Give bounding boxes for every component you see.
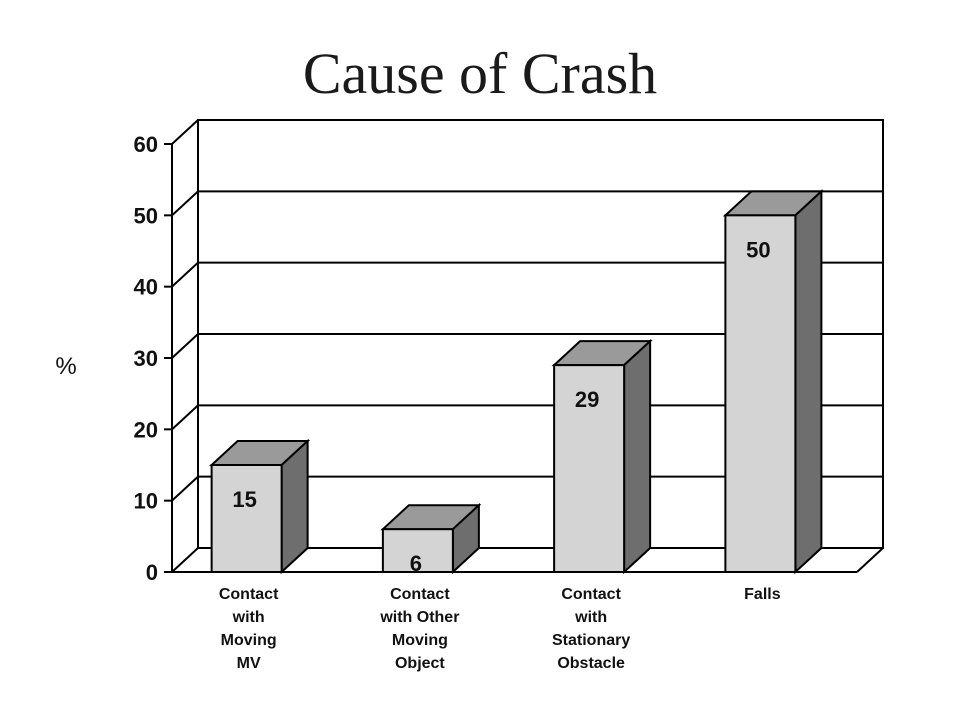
grid-diagonal <box>171 404 199 431</box>
y-tick-label: 10 <box>134 489 158 514</box>
grid-diagonal <box>171 261 199 288</box>
chart-labels: 0 10 20 30 40 50 60 15 Contact with Moving MV 6 Conta… <box>134 132 781 672</box>
chart-bars <box>209 189 824 575</box>
x-tick-label: Obstacle <box>557 655 625 672</box>
y-tick-label: 0 <box>146 560 158 585</box>
x-tick-label: Falls <box>744 586 781 603</box>
x-tick-label: Contact <box>219 586 279 603</box>
chart-title: Cause of Crash <box>302 41 658 106</box>
bar-front <box>724 214 797 573</box>
bar <box>551 338 653 575</box>
grid-diagonal <box>171 547 199 573</box>
data-label: 50 <box>746 237 770 262</box>
x-tick-label: Contact <box>390 586 450 603</box>
y-tick-label: 50 <box>134 203 158 228</box>
bar-front <box>210 464 283 573</box>
y-tick-label: 30 <box>134 346 158 371</box>
x-tick-label: Object <box>395 655 445 672</box>
x-tick-label: Contact <box>561 586 621 603</box>
x-tick-label: with Other <box>379 609 459 626</box>
grid-diagonal <box>171 475 199 502</box>
x-tick-label: with <box>574 609 607 626</box>
bar-side <box>794 189 823 575</box>
data-label: 6 <box>410 551 422 576</box>
bar <box>380 502 482 575</box>
bar <box>209 438 311 575</box>
data-label: 29 <box>575 387 599 412</box>
data-label: 15 <box>232 487 256 512</box>
x-tick-label: Moving <box>392 632 448 649</box>
bar <box>722 189 824 575</box>
bar-side <box>623 338 652 575</box>
y-axis-label: % <box>55 353 76 380</box>
x-tick-label: with <box>232 609 265 626</box>
bar-front <box>381 528 454 574</box>
grid-diagonal <box>171 333 199 359</box>
y-tick-label: 60 <box>134 132 158 157</box>
x-tick-label: Moving <box>221 632 277 649</box>
x-tick-label: Stationary <box>552 632 630 649</box>
y-tick-label: 20 <box>134 417 158 442</box>
grid-diagonal <box>171 190 199 217</box>
floor-edge <box>856 547 884 573</box>
grid-diagonal <box>171 119 199 145</box>
bar-side <box>280 438 309 575</box>
bar-front <box>553 364 626 573</box>
y-tick-label: 40 <box>134 275 158 300</box>
x-tick-label: MV <box>237 655 261 672</box>
